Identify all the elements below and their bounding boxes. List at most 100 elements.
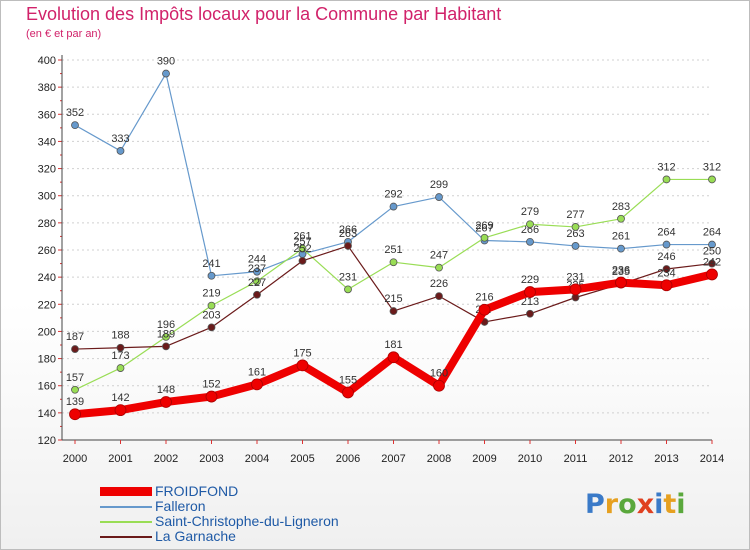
- data-label-froidfond: 152: [202, 379, 220, 391]
- legend-item-froidfond: FROIDFOND: [100, 484, 420, 499]
- y-tick-label: 400: [38, 55, 56, 67]
- data-label-saint-christophe-du-ligneron: 283: [612, 201, 630, 213]
- data-point-falleron: [207, 271, 216, 280]
- data-point-falleron: [253, 267, 261, 276]
- y-tick-label: 280: [38, 218, 56, 230]
- data-label-froidfond: 175: [293, 347, 311, 359]
- data-point-la-garnache: [253, 290, 261, 299]
- data-point-saint-christophe-du-ligneron: [162, 332, 170, 341]
- data-label-falleron: 267: [475, 223, 493, 235]
- y-tick-label: 120: [38, 435, 56, 447]
- x-tick-label: 2010: [518, 453, 542, 465]
- x-tick-label: 2008: [427, 453, 451, 465]
- data-point-la-garnache: [435, 292, 443, 301]
- data-label-la-garnache: 215: [384, 293, 402, 305]
- x-tick-label: 2013: [654, 453, 678, 465]
- data-point-falleron: [708, 240, 716, 249]
- x-tick-label: 2001: [108, 453, 132, 465]
- data-label-la-garnache: 188: [111, 330, 129, 342]
- logo-letter: P: [585, 489, 605, 520]
- data-point-la-garnache: [298, 256, 307, 265]
- data-label-saint-christophe-du-ligneron: 312: [703, 161, 721, 173]
- data-point-la-garnache: [344, 242, 352, 250]
- x-tick-label: 2012: [609, 453, 633, 465]
- data-label-saint-christophe-du-ligneron: 237: [248, 263, 266, 275]
- data-label-falleron: 292: [384, 189, 402, 201]
- y-tick-label: 200: [38, 326, 56, 338]
- y-tick-label: 240: [38, 272, 56, 284]
- data-label-saint-christophe-du-ligneron: 247: [430, 250, 448, 262]
- data-label-la-garnache: 187: [66, 331, 84, 343]
- data-label-falleron: 264: [703, 227, 721, 239]
- data-point-froidfond: [524, 286, 536, 298]
- x-tick-label: 2006: [336, 453, 360, 465]
- data-label-falleron: 257: [293, 236, 311, 248]
- x-tick-label: 2000: [63, 453, 87, 465]
- data-label-froidfond: 142: [111, 392, 129, 404]
- legend-label: FROIDFOND: [155, 483, 239, 499]
- data-point-saint-christophe-du-ligneron: [662, 175, 671, 184]
- data-label-falleron: 352: [66, 107, 84, 119]
- logo-letter: o: [618, 489, 637, 520]
- data-point-froidfond: [387, 351, 400, 364]
- data-point-froidfond: [342, 386, 354, 399]
- data-point-froidfond: [615, 276, 627, 289]
- x-tick-label: 2004: [245, 453, 269, 465]
- data-label-saint-christophe-du-ligneron: 173: [111, 350, 129, 362]
- x-tick-label: 2002: [154, 453, 178, 465]
- data-label-saint-christophe-du-ligneron: 279: [521, 206, 539, 218]
- data-label-falleron: 241: [202, 258, 220, 270]
- data-point-falleron: [571, 242, 580, 250]
- data-label-froidfond: 148: [157, 384, 175, 396]
- data-label-la-garnache: 246: [657, 251, 675, 263]
- data-point-la-garnache: [162, 342, 170, 351]
- data-label-froidfond: 242: [703, 256, 721, 268]
- legend-item-la-garnache: La Garnache: [100, 529, 420, 544]
- data-label-froidfond: 236: [612, 265, 630, 277]
- data-point-falleron: [435, 193, 443, 201]
- data-label-saint-christophe-du-ligneron: 231: [339, 271, 357, 283]
- data-label-saint-christophe-du-ligneron: 261: [293, 231, 311, 243]
- y-tick-label: 320: [38, 164, 56, 176]
- y-tick-label: 220: [38, 299, 56, 311]
- data-label-saint-christophe-du-ligneron: 312: [657, 161, 675, 173]
- data-point-saint-christophe-du-ligneron: [389, 258, 398, 267]
- data-point-saint-christophe-du-ligneron: [207, 301, 216, 310]
- data-label-falleron: 299: [430, 179, 448, 191]
- x-tick-label: 2014: [700, 453, 724, 465]
- y-tick-label: 380: [38, 82, 56, 94]
- data-point-saint-christophe-du-ligneron: [344, 285, 352, 294]
- data-point-saint-christophe-du-ligneron: [298, 244, 307, 253]
- legend-label: Falleron: [155, 498, 206, 514]
- data-label-saint-christophe-du-ligneron: 219: [202, 288, 220, 300]
- legend-label: La Garnache: [155, 528, 236, 544]
- data-label-falleron: 266: [339, 224, 357, 236]
- data-point-falleron: [526, 237, 534, 246]
- logo-letter: i: [676, 489, 686, 520]
- data-point-saint-christophe-du-ligneron: [116, 364, 125, 372]
- data-point-saint-christophe-du-ligneron: [253, 277, 261, 286]
- data-point-saint-christophe-du-ligneron: [571, 223, 580, 231]
- legend-item-falleron: Falleron: [100, 499, 420, 514]
- data-point-falleron: [116, 147, 125, 155]
- logo-letter: x: [636, 489, 655, 520]
- proxiti-logo: Proxiti: [585, 489, 686, 520]
- data-label-froidfond: 229: [521, 274, 539, 286]
- data-label-froidfond: 231: [566, 271, 584, 283]
- x-tick-label: 2003: [199, 453, 223, 465]
- data-point-froidfond: [296, 359, 309, 372]
- logo-letter: r: [604, 489, 619, 520]
- data-label-falleron: 266: [521, 224, 539, 236]
- data-point-falleron: [617, 244, 625, 253]
- logo-letter: t: [663, 489, 677, 520]
- data-point-froidfond: [706, 268, 718, 281]
- legend-swatch: [100, 535, 152, 538]
- data-label-froidfond: 139: [66, 396, 84, 408]
- data-label-la-garnache: 213: [521, 296, 539, 308]
- data-point-saint-christophe-du-ligneron: [480, 233, 489, 242]
- data-point-saint-christophe-du-ligneron: [435, 263, 443, 272]
- data-label-falleron: 263: [566, 228, 584, 240]
- data-label-falleron: 333: [111, 133, 129, 145]
